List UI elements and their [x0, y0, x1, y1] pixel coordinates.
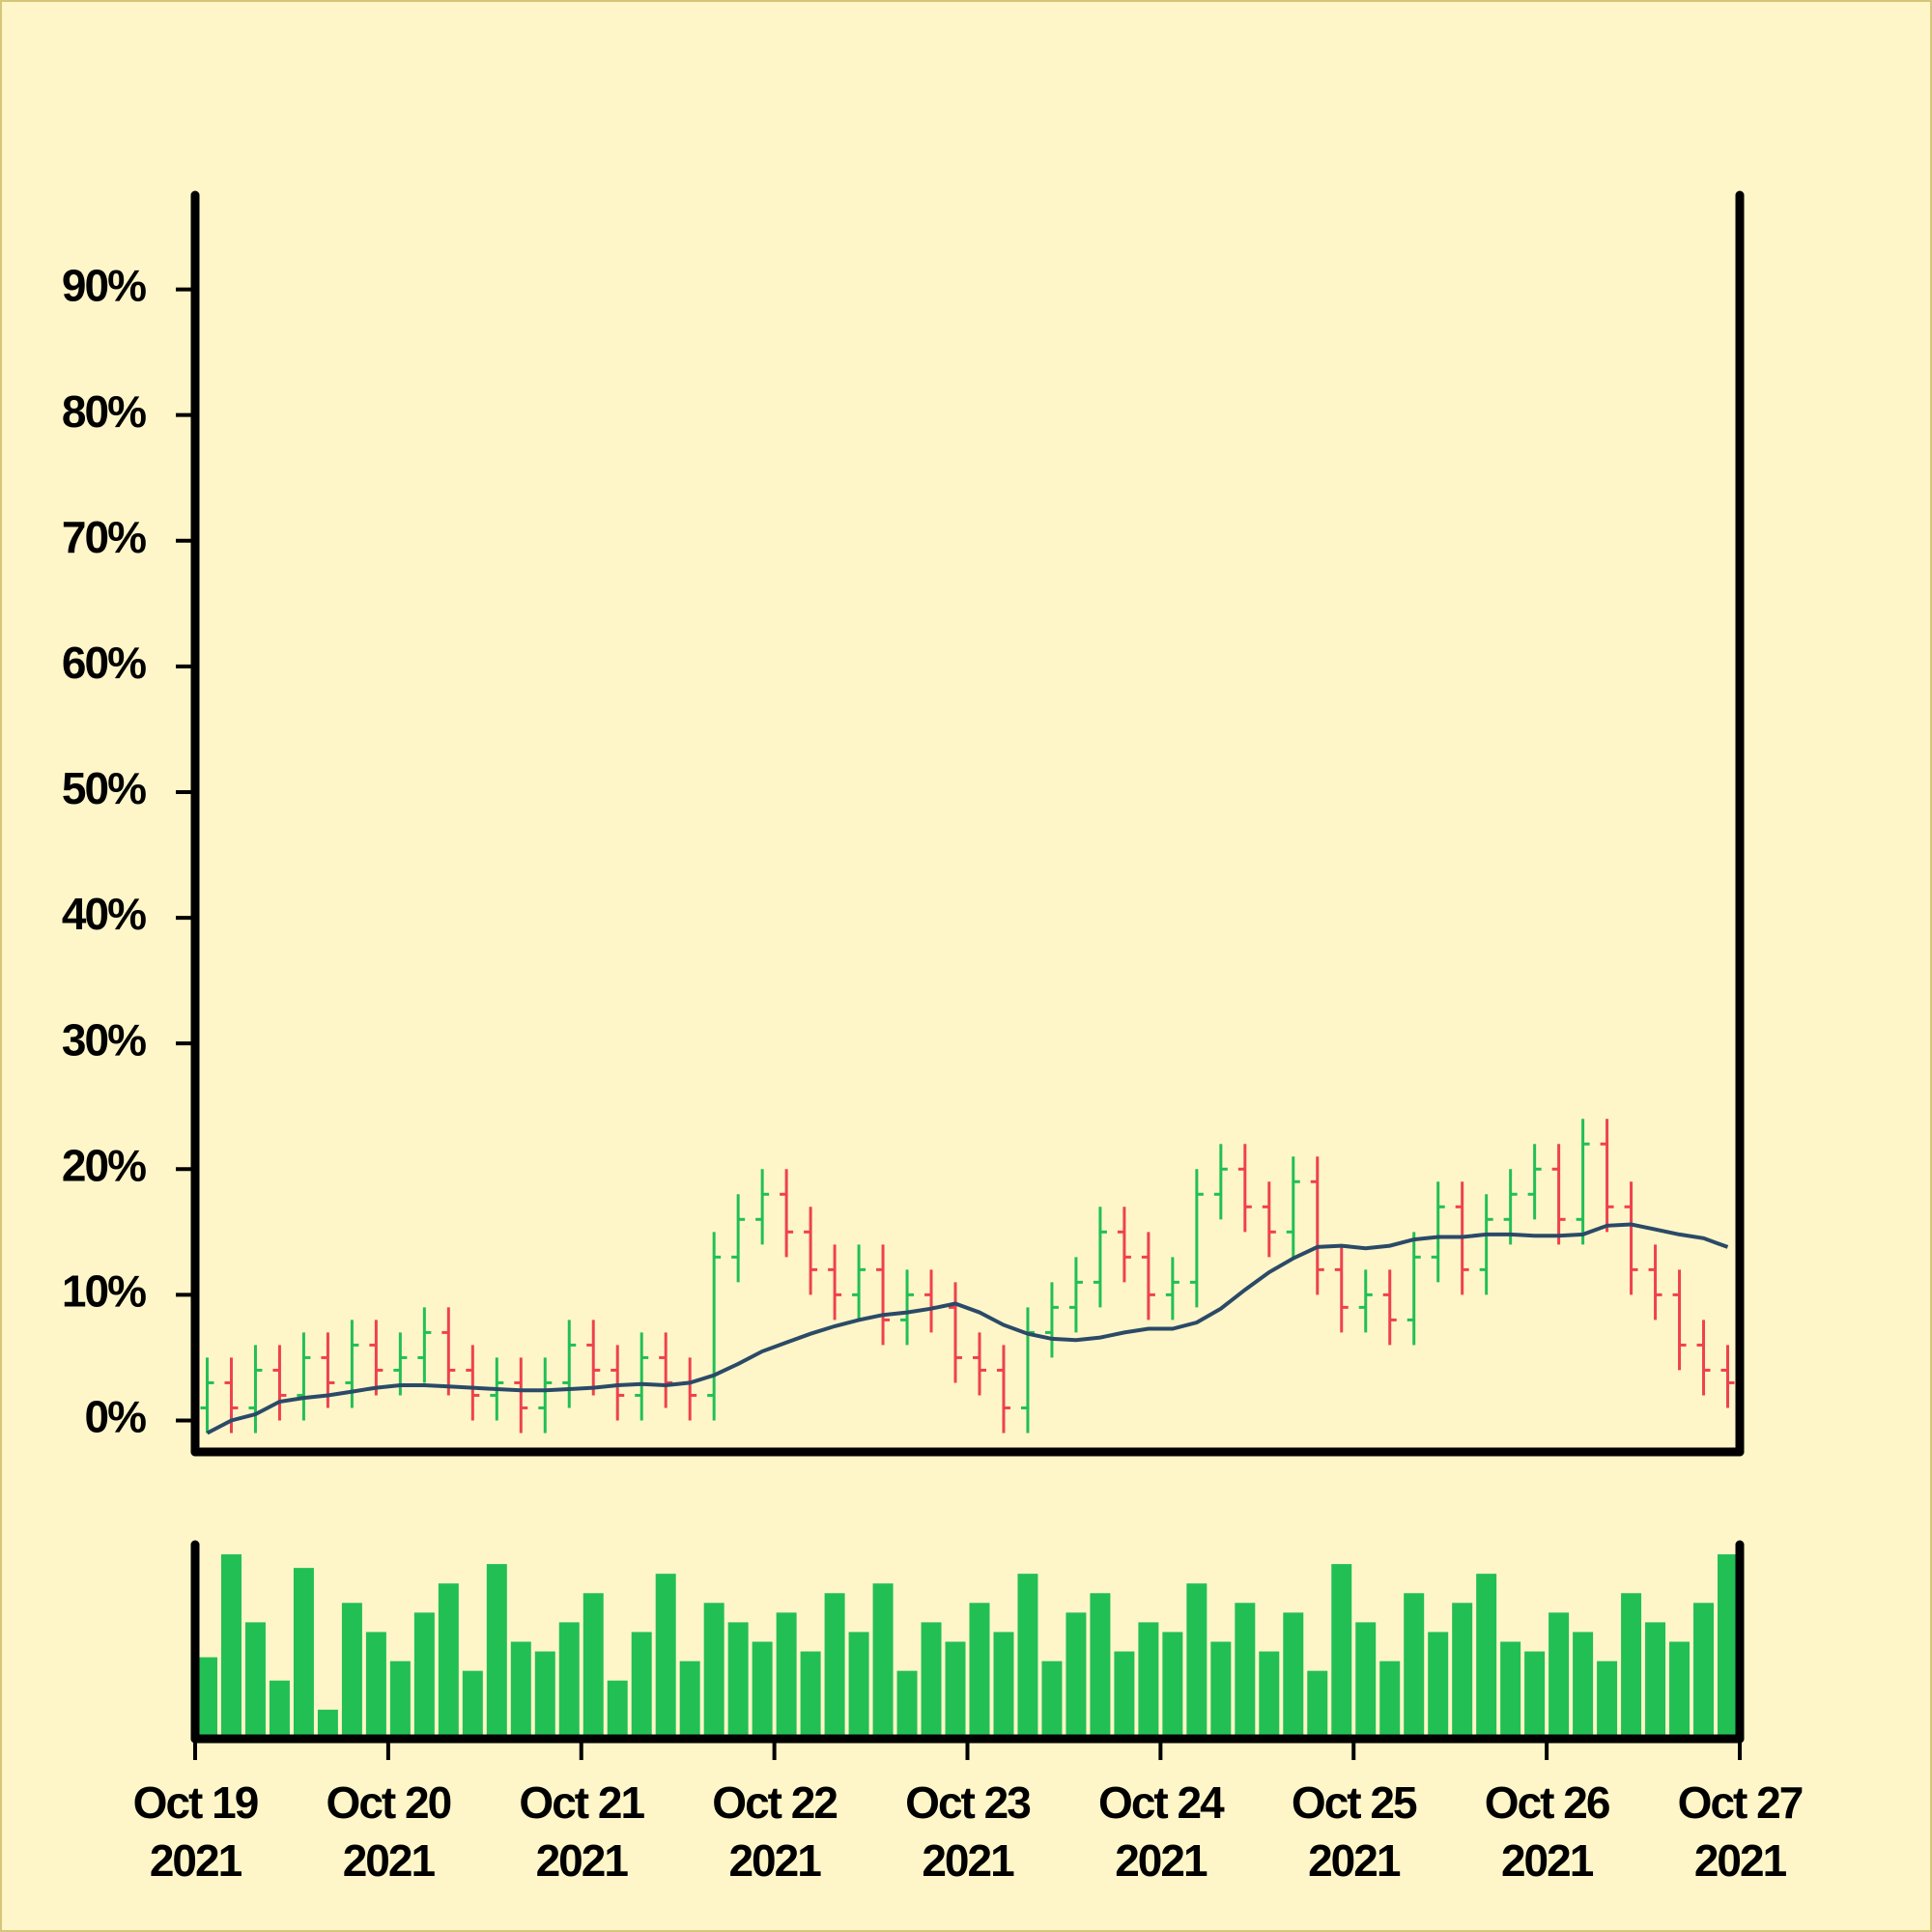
y-tick-label: 50% — [62, 763, 146, 813]
volume-bar — [269, 1680, 290, 1739]
volume-bar — [1428, 1632, 1449, 1739]
volume-bar — [1404, 1593, 1425, 1739]
volume-bar — [1476, 1574, 1497, 1739]
volume-bar — [896, 1670, 918, 1739]
x-tick-label: Oct 23 2021 — [905, 1777, 1032, 1886]
volume-bar — [1017, 1574, 1038, 1739]
y-tick-label: 60% — [62, 638, 146, 688]
volume-bar — [703, 1603, 724, 1739]
y-tick-label: 80% — [62, 386, 146, 437]
volume-bar — [631, 1632, 652, 1739]
volume-bar — [679, 1661, 700, 1739]
volume-bar — [1114, 1651, 1135, 1739]
volume-bar — [1597, 1661, 1618, 1739]
volume-bar — [1138, 1622, 1159, 1739]
volume-bar — [969, 1603, 990, 1739]
y-tick-label: 30% — [62, 1014, 146, 1065]
volume-bar — [1186, 1583, 1208, 1739]
volume-bar — [1090, 1593, 1111, 1739]
volume-bar — [1162, 1632, 1183, 1739]
volume-bar — [727, 1622, 749, 1739]
volume-bar — [1524, 1651, 1546, 1739]
volume-bar — [800, 1651, 821, 1739]
volume-bar — [534, 1651, 555, 1739]
volume-bar — [1452, 1603, 1473, 1739]
volume-bar — [582, 1593, 604, 1739]
y-tick-label: 0% — [85, 1392, 147, 1442]
volume-bar — [1669, 1641, 1690, 1739]
y-tick-label: 10% — [62, 1266, 146, 1317]
x-tick-label: Oct 20 2021 — [326, 1777, 453, 1886]
volume-bar — [558, 1622, 580, 1739]
x-tick-label: Oct 26 2021 — [1484, 1777, 1611, 1886]
y-tick-label: 90% — [62, 261, 146, 311]
x-tick-label: Oct 22 2021 — [712, 1777, 838, 1886]
volume-bar — [1548, 1612, 1570, 1739]
volume-bar — [1573, 1632, 1594, 1739]
volume-bar — [389, 1661, 411, 1739]
volume-bar — [872, 1583, 894, 1739]
volume-bar — [510, 1641, 531, 1739]
volume-bar — [848, 1632, 869, 1739]
x-tick-label: Oct 25 2021 — [1291, 1777, 1418, 1886]
y-tick-label: 40% — [62, 889, 146, 939]
volume-bar — [438, 1583, 459, 1739]
volume-bar — [776, 1612, 797, 1739]
volume-bar — [1235, 1603, 1256, 1739]
volume-bar — [1500, 1641, 1521, 1739]
volume-bar — [1307, 1670, 1328, 1739]
volume-bar — [1331, 1564, 1352, 1739]
volume-bar — [945, 1641, 966, 1739]
volume-bar — [293, 1568, 314, 1739]
volume-bar — [1065, 1612, 1087, 1739]
x-tick-label: Oct 24 2021 — [1098, 1777, 1225, 1886]
y-tick-label: 70% — [62, 512, 146, 562]
volume-bar — [607, 1680, 628, 1739]
x-tick-label: Oct 27 2021 — [1677, 1777, 1804, 1886]
y-tick-label: 20% — [62, 1140, 146, 1190]
volume-bar — [1210, 1641, 1232, 1739]
volume-bar — [752, 1641, 773, 1739]
volume-bar — [1259, 1651, 1280, 1739]
volume-bar — [1379, 1661, 1401, 1739]
volume-bar — [244, 1622, 266, 1739]
volume-bar — [921, 1622, 942, 1739]
volume-bar — [317, 1709, 338, 1739]
volume-bar — [1718, 1554, 1739, 1739]
volume-bar — [1041, 1661, 1063, 1739]
volume-bar — [1693, 1603, 1715, 1739]
x-tick-label: Oct 21 2021 — [519, 1777, 645, 1886]
volume-bar — [462, 1670, 483, 1739]
volume-bar — [341, 1603, 362, 1739]
volume-bar — [413, 1612, 435, 1739]
volume-bar — [1283, 1612, 1304, 1739]
volume-bar — [1645, 1622, 1666, 1739]
volume-bar — [365, 1632, 386, 1739]
moving-average — [206, 1222, 1729, 1435]
volume-bar — [486, 1564, 507, 1739]
volume-bar — [655, 1574, 676, 1739]
volume-bar — [1355, 1622, 1377, 1739]
volume-bar — [824, 1593, 845, 1739]
volume-bar — [993, 1632, 1014, 1739]
volume-bar — [220, 1554, 242, 1739]
x-tick-label: Oct 19 2021 — [132, 1777, 260, 1886]
volume-bar — [196, 1657, 217, 1739]
volume-bar — [1621, 1593, 1642, 1739]
